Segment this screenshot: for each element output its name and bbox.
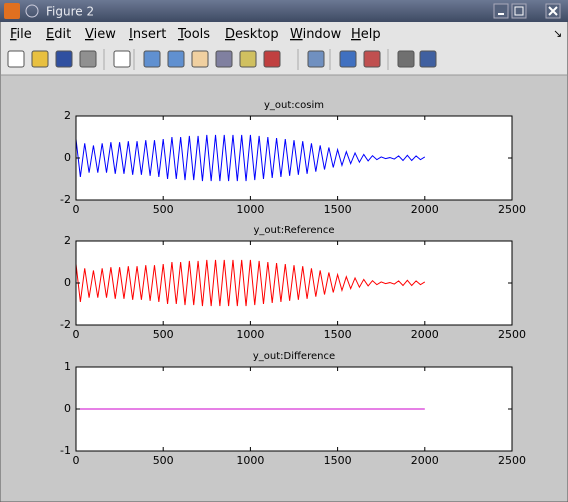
x-tick-label: 2500 (498, 203, 526, 216)
menu-item[interactable]: Insert (129, 27, 166, 42)
toolbar-button[interactable] (397, 50, 415, 68)
menu-item[interactable]: Desktop (225, 27, 279, 42)
toolbar-button[interactable] (167, 50, 185, 68)
toolbar-button[interactable] (363, 50, 381, 68)
x-tick-label: 1000 (236, 203, 264, 216)
menu-item[interactable]: View (85, 27, 116, 42)
toolbar-button[interactable] (31, 50, 49, 68)
x-tick-label: 1000 (236, 454, 264, 467)
x-tick-label: 0 (73, 328, 80, 341)
y-tick-label: -2 (60, 193, 71, 206)
toolbar-button[interactable] (339, 50, 357, 68)
y-tick-label: -1 (60, 444, 71, 457)
toolbar-button[interactable] (215, 50, 233, 68)
toolbar-button[interactable] (7, 50, 25, 68)
x-tick-label: 2000 (411, 203, 439, 216)
toolbar-button[interactable] (79, 50, 97, 68)
x-tick-label: 500 (153, 454, 174, 467)
y-tick-label: 0 (64, 151, 71, 164)
x-tick-label: 2500 (498, 454, 526, 467)
x-tick-label: 1500 (324, 454, 352, 467)
axes-box (75, 115, 513, 201)
x-tick-label: 1500 (324, 328, 352, 341)
window-controls (493, 3, 561, 19)
app-icon[interactable] (4, 3, 20, 19)
toolbar-button[interactable] (113, 50, 131, 68)
y-tick-label: -2 (60, 318, 71, 331)
maximize-button[interactable] (511, 3, 527, 19)
menu-item[interactable]: Help (351, 27, 381, 42)
title-bar (0, 0, 568, 22)
menu-item[interactable]: Tools (177, 27, 210, 42)
pin-button[interactable] (25, 4, 39, 18)
x-tick-label: 500 (153, 328, 174, 341)
plot-title: y_out:cosim (264, 100, 324, 111)
plot-area (76, 241, 512, 325)
menu-overflow[interactable]: ↘ (553, 27, 562, 40)
axes-box (75, 366, 513, 452)
x-tick-label: 2000 (411, 454, 439, 467)
window-title: Figure 2 (46, 5, 94, 19)
toolbar-button[interactable] (191, 50, 209, 68)
y-tick-label: 0 (64, 402, 71, 415)
line-series (75, 259, 426, 307)
toolbar-button[interactable] (263, 50, 281, 68)
x-tick-label: 2500 (498, 328, 526, 341)
plot-title: y_out:Difference (253, 351, 335, 362)
y-tick-label: 2 (64, 234, 71, 247)
x-tick-label: 0 (73, 203, 80, 216)
menu-item[interactable]: Edit (46, 27, 71, 42)
menu-item[interactable]: Window (290, 27, 342, 42)
x-tick-label: 1000 (236, 328, 264, 341)
menu-bar (1, 22, 567, 44)
x-tick-label: 500 (153, 203, 174, 216)
plot-title: y_out:Reference (253, 225, 334, 236)
x-tick-label: 2000 (411, 328, 439, 341)
toolbar-button[interactable] (419, 50, 437, 68)
toolbar-button[interactable] (239, 50, 257, 68)
line-series (75, 134, 426, 182)
x-tick-label: 1500 (324, 203, 352, 216)
y-tick-label: 2 (64, 109, 71, 122)
plot-area (76, 116, 512, 200)
toolbar-button[interactable] (55, 50, 73, 68)
axes-box (75, 240, 513, 326)
minimize-button[interactable] (493, 3, 509, 19)
menu-item[interactable]: File (10, 27, 32, 42)
y-tick-label: 0 (64, 276, 71, 289)
toolbar-button[interactable] (143, 50, 161, 68)
x-tick-label: 0 (73, 454, 80, 467)
y-tick-label: 1 (64, 360, 71, 373)
toolbar-button[interactable] (307, 50, 325, 68)
